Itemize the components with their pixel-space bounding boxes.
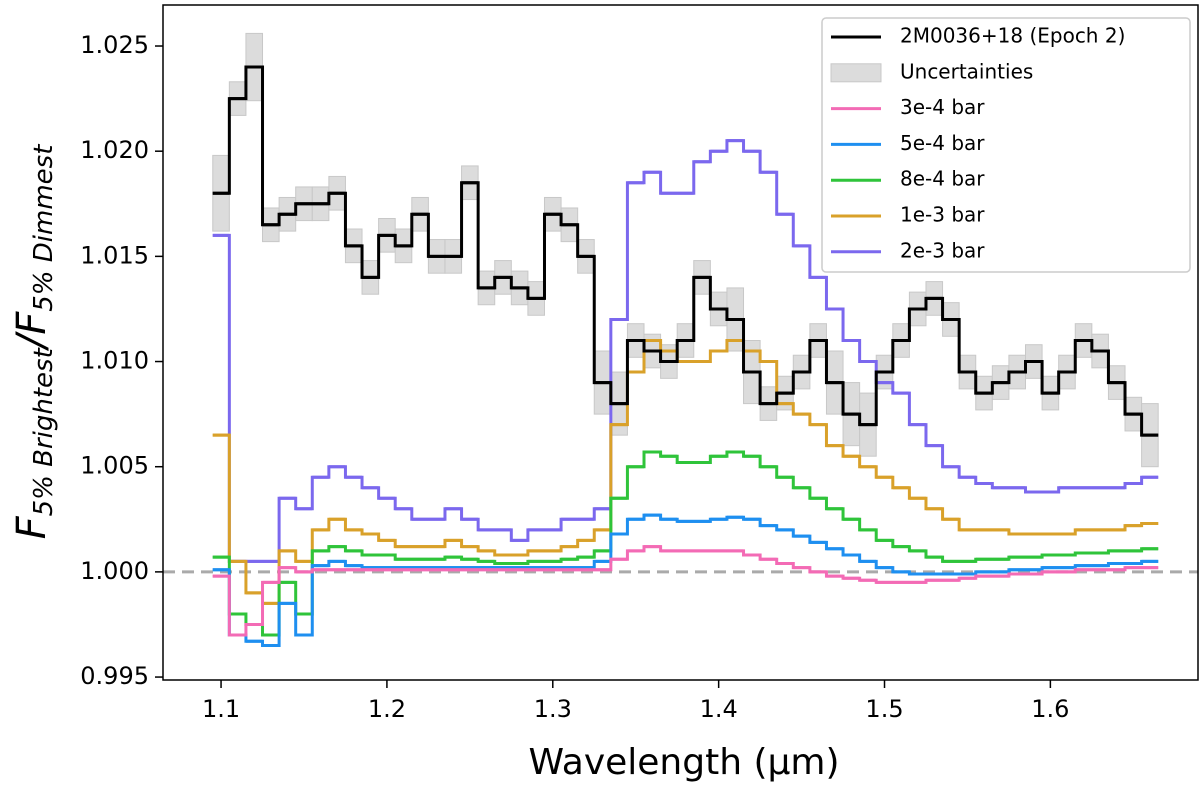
y-label-part: /F [9, 311, 55, 351]
x-tick-label: 1.5 [865, 695, 903, 723]
y-axis-label: F5% Brightest/F5% Dimmest [9, 144, 59, 540]
y-tick-label: 0.995 [80, 662, 149, 690]
legend-label: 3e-4 bar [900, 95, 985, 119]
y-tick-label: 1.020 [80, 136, 149, 164]
y-tick-label: 1.000 [80, 557, 149, 585]
y-tick-label: 1.025 [80, 31, 149, 59]
x-tick-label: 1.4 [700, 695, 738, 723]
step-line [212, 545, 1159, 637]
legend-label: 2M0036+18 (Epoch 2) [900, 24, 1125, 48]
y-label-part: 5% Brightest [29, 347, 59, 516]
plot-area [163, 32, 1198, 648]
plot-frame [162, 4, 1199, 681]
legend-label: 5e-4 bar [900, 131, 985, 155]
legend-box [821, 17, 1191, 273]
y-tick-label: 1.015 [80, 241, 149, 269]
x-tick-label: 1.1 [202, 695, 240, 723]
x-tick-label: 1.2 [368, 695, 406, 723]
x-tick-label: 1.6 [1031, 695, 1069, 723]
x-axis-label: Wavelength (μm) [528, 742, 839, 783]
y-tick-label: 1.010 [80, 347, 149, 375]
y-label-part: 5% Dimmest [29, 144, 59, 312]
legend-label: 2e-3 bar [900, 238, 985, 262]
y-label-part: F [9, 515, 55, 539]
step-line [212, 450, 1159, 637]
legend-swatch [830, 63, 882, 83]
x-tick-label: 1.3 [534, 695, 572, 723]
legend-label: Uncertainties [900, 59, 1033, 83]
y-tick-label: 1.005 [80, 452, 149, 480]
legend-label: 8e-4 bar [900, 167, 985, 191]
legend-label: 1e-3 bar [900, 203, 985, 227]
